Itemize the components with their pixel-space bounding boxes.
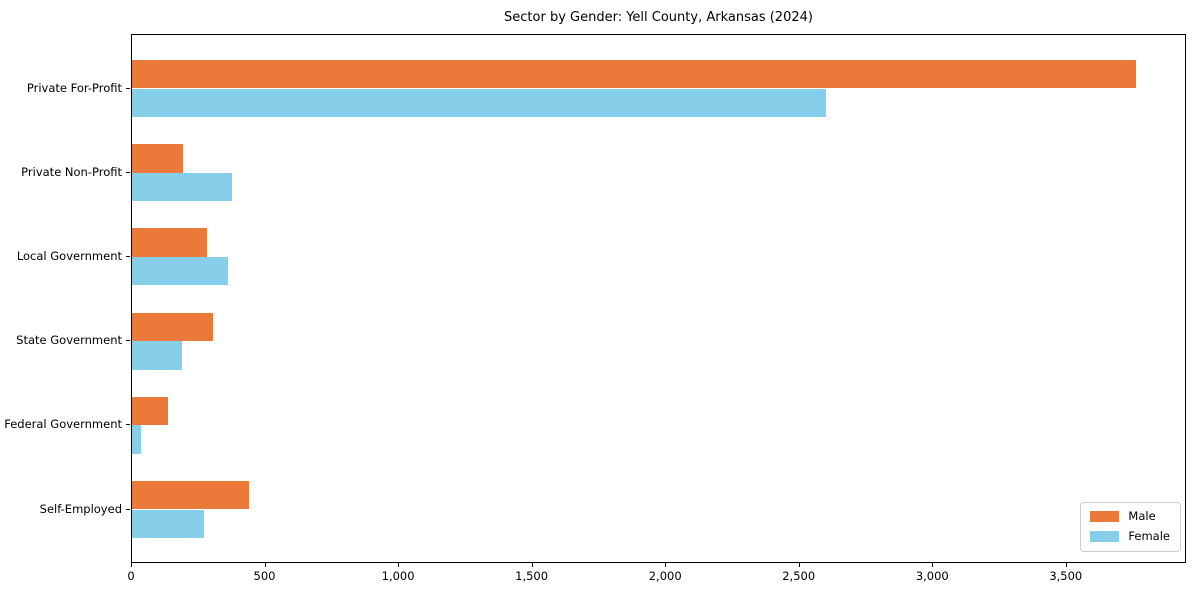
x-tick bbox=[531, 563, 533, 567]
bar-male bbox=[132, 396, 168, 426]
y-tick bbox=[126, 87, 130, 89]
bar-male bbox=[132, 480, 250, 510]
male-swatch bbox=[1090, 511, 1120, 522]
y-tick bbox=[126, 171, 130, 173]
x-tick bbox=[398, 563, 400, 567]
legend-item-male: Male bbox=[1090, 510, 1170, 523]
y-tick bbox=[126, 340, 130, 342]
y-tick bbox=[126, 424, 130, 426]
x-axis-label: 3,500 bbox=[1049, 569, 1083, 583]
bar-female bbox=[132, 509, 204, 539]
plot-area: Male Female bbox=[131, 34, 1186, 563]
bar-female bbox=[132, 88, 827, 118]
bar-female bbox=[132, 256, 228, 286]
legend-label-female: Female bbox=[1128, 529, 1170, 543]
y-axis-label: Private For-Profit bbox=[26, 80, 122, 95]
bar-female bbox=[132, 341, 183, 370]
y-axis-label: Local Government bbox=[16, 248, 122, 263]
y-tick bbox=[126, 255, 130, 257]
x-axis-label: 0 bbox=[127, 569, 135, 583]
x-tick bbox=[1065, 563, 1067, 567]
bar-male bbox=[132, 228, 208, 257]
legend-label-male: Male bbox=[1128, 509, 1156, 523]
x-tick bbox=[665, 563, 667, 567]
x-axis-label: 3,000 bbox=[915, 569, 949, 583]
legend: Male Female bbox=[1080, 502, 1181, 552]
y-axis-label: State Government bbox=[16, 333, 122, 348]
bar-male bbox=[132, 144, 184, 173]
x-tick bbox=[932, 563, 934, 567]
legend-item-female: Female bbox=[1090, 530, 1170, 543]
x-axis-label: 500 bbox=[253, 569, 276, 583]
bar-female bbox=[132, 425, 141, 454]
y-axis-label: Private Non-Profit bbox=[21, 164, 122, 179]
y-tick bbox=[126, 508, 130, 510]
y-axis-label: Federal Government bbox=[4, 417, 122, 432]
bar-female bbox=[132, 172, 232, 202]
x-axis-label: 1,500 bbox=[515, 569, 549, 583]
chart-title: Sector by Gender: Yell County, Arkansas … bbox=[504, 10, 813, 25]
female-swatch bbox=[1090, 531, 1120, 542]
x-tick bbox=[264, 563, 266, 567]
x-axis-label: 2,500 bbox=[782, 569, 816, 583]
x-tick bbox=[798, 563, 800, 567]
bar-male bbox=[132, 312, 214, 342]
bar-male bbox=[132, 59, 1137, 89]
x-axis-label: 2,000 bbox=[648, 569, 682, 583]
x-tick bbox=[131, 563, 132, 567]
x-axis-label: 1,000 bbox=[381, 569, 415, 583]
y-axis-label: Self-Employed bbox=[39, 501, 122, 516]
